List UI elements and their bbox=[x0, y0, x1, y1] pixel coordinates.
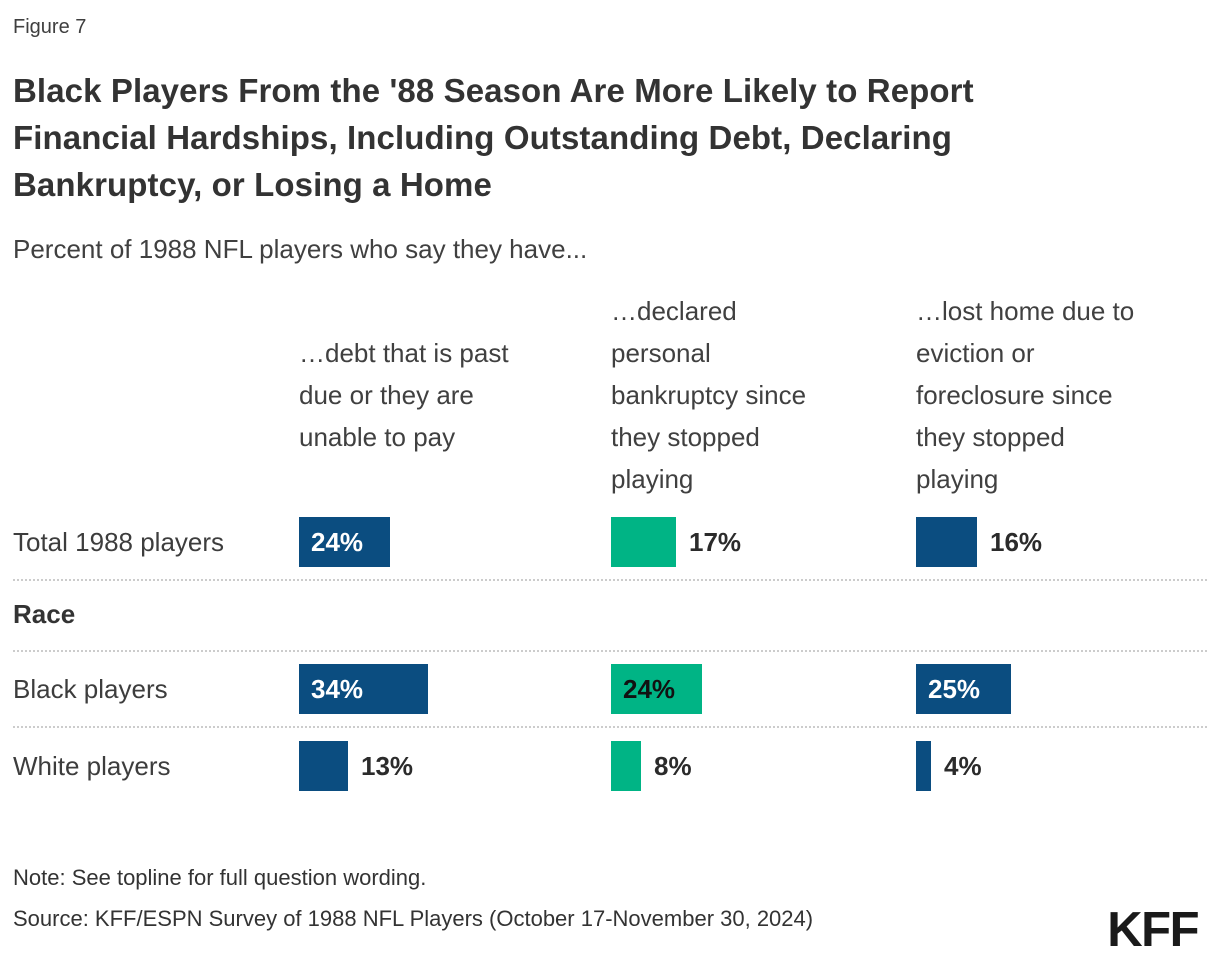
bar-white-debt bbox=[299, 741, 348, 791]
table-row-black-players: Black players 34% 24% 25% bbox=[13, 652, 1207, 728]
bar-value-label: 16% bbox=[990, 527, 1043, 557]
chart-subtitle: Percent of 1988 NFL players who say they… bbox=[13, 234, 588, 264]
section-label-race: Race bbox=[13, 599, 76, 629]
note-text: Note: See topline for full question word… bbox=[13, 865, 427, 890]
bar-cell-white-lost-home: 4% bbox=[916, 741, 1207, 791]
bar-cell-black-debt: 34% bbox=[299, 664, 611, 714]
bar-value-label: 34% bbox=[311, 674, 364, 704]
bar-value-label: 24% bbox=[311, 527, 364, 557]
column-header-lost-home: …lost home due to eviction or foreclosur… bbox=[916, 296, 1135, 494]
section-row-race: Race bbox=[13, 581, 1207, 652]
column-header-debt: …debt that is past due or they are unabl… bbox=[299, 338, 509, 452]
figure-label: Figure 7 bbox=[13, 16, 87, 38]
bar-black-bankruptcy: 24% bbox=[611, 664, 702, 714]
bar-cell-black-lost-home: 25% bbox=[916, 664, 1207, 714]
bar-cell-total-bankruptcy: 17% bbox=[611, 517, 916, 567]
table-row-total: Total 1988 players 24% 17% 16% bbox=[13, 501, 1207, 581]
table-row-white-players: White players 13% 8% 4% bbox=[13, 728, 1207, 805]
chart-title: Black Players From the '88 Season Are Mo… bbox=[13, 72, 974, 203]
bar-total-bankruptcy bbox=[611, 517, 676, 567]
bar-total-debt: 24% bbox=[299, 517, 390, 567]
bar-white-lost-home bbox=[916, 741, 931, 791]
row-label-white-players: White players bbox=[13, 750, 171, 781]
bar-cell-black-bankruptcy: 24% bbox=[611, 664, 916, 714]
bar-value-label: 17% bbox=[689, 527, 742, 557]
bar-value-label: 4% bbox=[944, 751, 982, 781]
bar-black-debt: 34% bbox=[299, 664, 428, 714]
row-label-total: Total 1988 players bbox=[13, 526, 225, 557]
kff-logo: KFF bbox=[1107, 903, 1199, 957]
bar-total-lost-home bbox=[916, 517, 977, 567]
bar-black-lost-home: 25% bbox=[916, 664, 1011, 714]
bar-value-label: 8% bbox=[654, 751, 692, 781]
bar-value-label: 13% bbox=[361, 751, 414, 781]
bar-cell-white-debt: 13% bbox=[299, 741, 611, 791]
source-text: Source: KFF/ESPN Survey of 1988 NFL Play… bbox=[13, 906, 814, 931]
bar-cell-white-bankruptcy: 8% bbox=[611, 741, 916, 791]
bar-white-bankruptcy bbox=[611, 741, 641, 791]
row-label-black-players: Black players bbox=[13, 673, 168, 704]
bar-cell-total-debt: 24% bbox=[299, 517, 611, 567]
bar-cell-total-lost-home: 16% bbox=[916, 517, 1207, 567]
column-header-row: …debt that is past due or they are unabl… bbox=[13, 289, 1207, 501]
bar-value-label: 25% bbox=[928, 674, 981, 704]
column-header-bankruptcy: …declared personal bankruptcy since they… bbox=[611, 296, 807, 494]
bar-value-label: 24% bbox=[623, 674, 676, 704]
